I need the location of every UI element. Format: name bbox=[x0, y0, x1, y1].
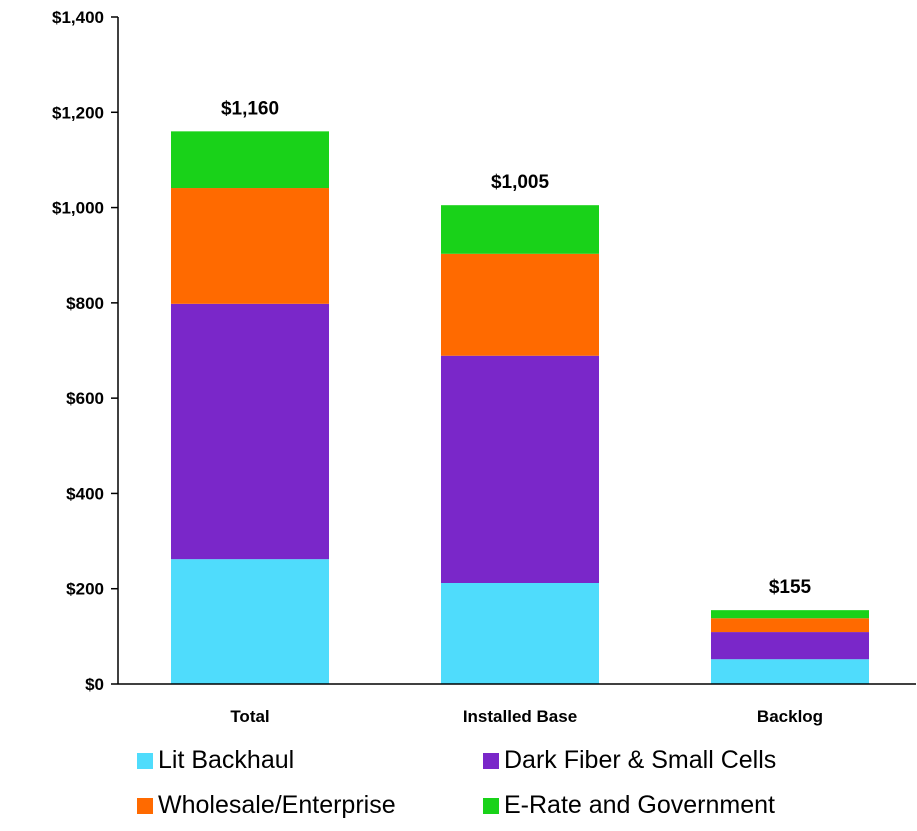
bar-segment bbox=[441, 582, 599, 684]
legend-label: Dark Fiber & Small Cells bbox=[504, 746, 776, 774]
x-category-label: Installed Base bbox=[463, 707, 577, 726]
legend-swatch bbox=[137, 753, 153, 769]
legend-label: E-Rate and Government bbox=[504, 791, 775, 819]
legend-swatch bbox=[483, 798, 499, 814]
y-tick-label: $1,000 bbox=[52, 199, 104, 218]
bar-segment bbox=[711, 610, 869, 619]
bar-segment bbox=[171, 559, 329, 684]
bar-segment bbox=[171, 303, 329, 560]
bar-segment bbox=[441, 205, 599, 254]
y-tick-label: $800 bbox=[66, 294, 104, 313]
bar-total-label: $1,005 bbox=[491, 172, 550, 193]
legend-label: Wholesale/Enterprise bbox=[158, 791, 396, 819]
y-tick-label: $1,400 bbox=[52, 8, 104, 27]
bar-segment bbox=[441, 253, 599, 356]
y-tick-label: $200 bbox=[66, 580, 104, 599]
bar-segment bbox=[171, 188, 329, 304]
y-axis: $0 $200 $400 $600 $800 $1,000 $1,200 $1,400 bbox=[52, 8, 119, 694]
legend-swatch bbox=[483, 753, 499, 769]
legend-label: Lit Backhaul bbox=[158, 746, 294, 774]
bar-total-label: $1,160 bbox=[221, 98, 279, 119]
bar-total-label: $155 bbox=[769, 577, 812, 598]
legend: Lit Backhaul Dark Fiber & Small Cells Whol… bbox=[137, 746, 776, 819]
bar-segment bbox=[711, 618, 869, 633]
bar-segment bbox=[171, 131, 329, 189]
x-category-label: Total bbox=[230, 707, 269, 726]
y-tick-label: $0 bbox=[85, 675, 104, 694]
bar-segment bbox=[711, 632, 869, 660]
x-category-label: Backlog bbox=[757, 707, 823, 726]
y-tick-label: $400 bbox=[66, 484, 104, 503]
bar-segment bbox=[441, 355, 599, 583]
y-tick-label: $600 bbox=[66, 389, 104, 408]
bars: $1,160 $1,005 $155 bbox=[171, 98, 869, 684]
x-axis: Total Installed Base Backlog bbox=[118, 683, 916, 726]
y-tick-label: $1,200 bbox=[52, 103, 104, 122]
bar-segment bbox=[711, 659, 869, 684]
legend-swatch bbox=[137, 798, 153, 814]
